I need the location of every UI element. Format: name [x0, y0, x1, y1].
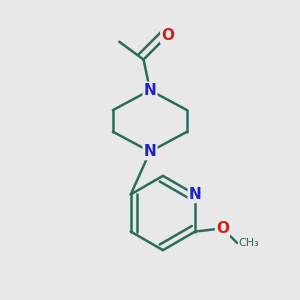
- Text: O: O: [216, 221, 229, 236]
- Text: N: N: [144, 83, 156, 98]
- Text: CH₃: CH₃: [239, 238, 260, 248]
- Text: N: N: [144, 144, 156, 159]
- Text: N: N: [189, 187, 202, 202]
- Text: O: O: [161, 28, 174, 43]
